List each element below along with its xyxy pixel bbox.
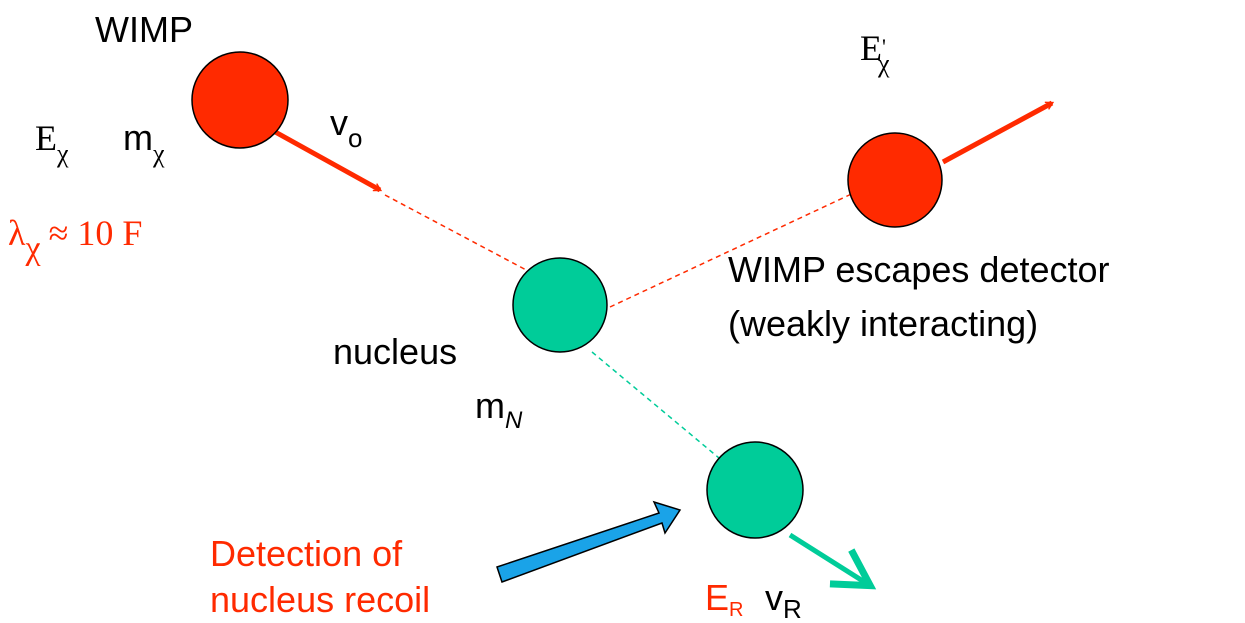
- wimp-mass: mχ: [123, 117, 165, 168]
- nucleus-particle: [512, 257, 608, 353]
- wimp-label: WIMP: [95, 9, 193, 50]
- wimp-arrow: [266, 125, 383, 193]
- wimp-velocity: vo: [330, 102, 362, 153]
- wavelength: λχ ≈ 10 F: [8, 213, 142, 267]
- wimp-energy: Eχ: [35, 118, 69, 168]
- wimp-particle: [191, 51, 289, 149]
- recoil-path: [591, 351, 726, 464]
- scattered-energy: E' χ: [860, 28, 890, 78]
- detection-arrow: [496, 500, 682, 583]
- scattered-arrow: [941, 100, 1055, 165]
- recoil-nucleus: [706, 441, 804, 539]
- nucleus-label: nucleus: [333, 331, 457, 372]
- escape-note: (weakly interacting): [728, 303, 1038, 344]
- outgoing-path: [609, 189, 861, 308]
- recoil-arrow: [788, 532, 877, 590]
- detection-label: nucleus recoil: [210, 579, 430, 620]
- nucleus-mass: mN: [475, 385, 523, 434]
- scattered-wimp: [847, 132, 943, 228]
- incoming-path: [384, 194, 531, 273]
- detection-label: Detection of: [210, 533, 403, 574]
- escape-note: WIMP escapes detector: [728, 249, 1110, 290]
- recoil-energy: ER: [705, 577, 743, 621]
- recoil-velocity: vR: [765, 577, 802, 623]
